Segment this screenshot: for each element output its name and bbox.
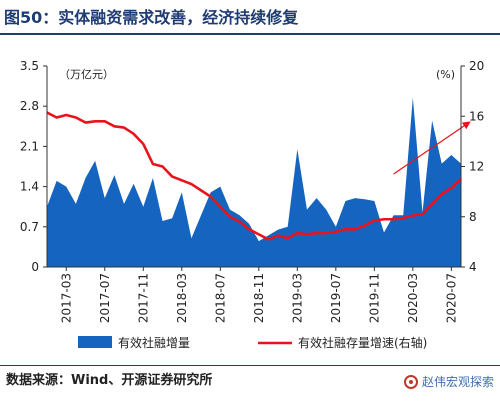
left-tick-label: 2.1 bbox=[20, 139, 39, 153]
left-tick-label: 2.8 bbox=[20, 99, 39, 113]
x-tick-label: 2017-11 bbox=[136, 273, 150, 323]
x-tick-label: 2018-03 bbox=[175, 273, 189, 323]
x-tick-label: 2018-07 bbox=[213, 273, 227, 323]
left-tick-label: 1.4 bbox=[20, 180, 39, 194]
area-series-layer bbox=[47, 97, 461, 267]
left-axis-unit: （万亿元） bbox=[59, 68, 114, 81]
left-tick-label: 0 bbox=[31, 260, 39, 274]
axes-layer: 0 0.7 1.4 2.1 2.8 3.5 4 8 12 16 20 （万亿元） (%) 2017-03 2… bbox=[20, 59, 484, 323]
line-series-stock-growth bbox=[46, 111, 462, 241]
right-tick-label: 4 bbox=[469, 260, 477, 274]
legend-label-area: 有效社融增量 bbox=[118, 335, 190, 350]
x-tick-label: 2017-07 bbox=[98, 273, 112, 323]
right-axis-unit: (%) bbox=[436, 68, 455, 81]
right-tick-label: 8 bbox=[469, 210, 477, 224]
left-tick-label: 0.7 bbox=[20, 220, 39, 234]
right-tick-label: 12 bbox=[469, 160, 484, 174]
x-tick-label: 2018-11 bbox=[252, 273, 266, 323]
trend-arrow-0 bbox=[393, 121, 471, 175]
title-divider bbox=[0, 33, 500, 35]
watermark-logo-icon bbox=[403, 375, 418, 389]
x-tick-label: 2019-11 bbox=[367, 273, 381, 323]
x-tick-label: 2020-07 bbox=[444, 273, 458, 323]
x-tick-label: 2019-07 bbox=[329, 273, 343, 323]
source-divider bbox=[0, 365, 500, 366]
right-tick-label: 16 bbox=[469, 109, 484, 123]
figure-title: 图50：实体融资需求改善，经济持续修复 bbox=[4, 8, 299, 27]
watermark: 赵伟宏观探索 bbox=[403, 372, 494, 392]
area-series-effective-tsf-increment bbox=[47, 97, 461, 267]
left-tick-label: 3.5 bbox=[20, 59, 39, 73]
x-tick-label: 2019-03 bbox=[290, 273, 304, 323]
legend: 有效社融增量 有效社融存量增速(右轴) bbox=[78, 335, 427, 350]
legend-swatch-area bbox=[78, 336, 112, 348]
line-series-layer bbox=[46, 111, 471, 241]
x-tick-label: 2017-03 bbox=[59, 273, 73, 323]
x-tick-label: 2020-03 bbox=[406, 273, 420, 323]
watermark-text: 赵伟宏观探索 bbox=[421, 375, 494, 389]
legend-label-line: 有效社融存量增速(右轴) bbox=[298, 335, 427, 350]
right-tick-label: 20 bbox=[469, 59, 484, 73]
chart: 0 0.7 1.4 2.1 2.8 3.5 4 8 12 16 20 （万亿元） (%) 2017-03 2… bbox=[20, 59, 484, 350]
source-note: 数据来源：Wind、开源证券研究所 bbox=[6, 373, 213, 388]
